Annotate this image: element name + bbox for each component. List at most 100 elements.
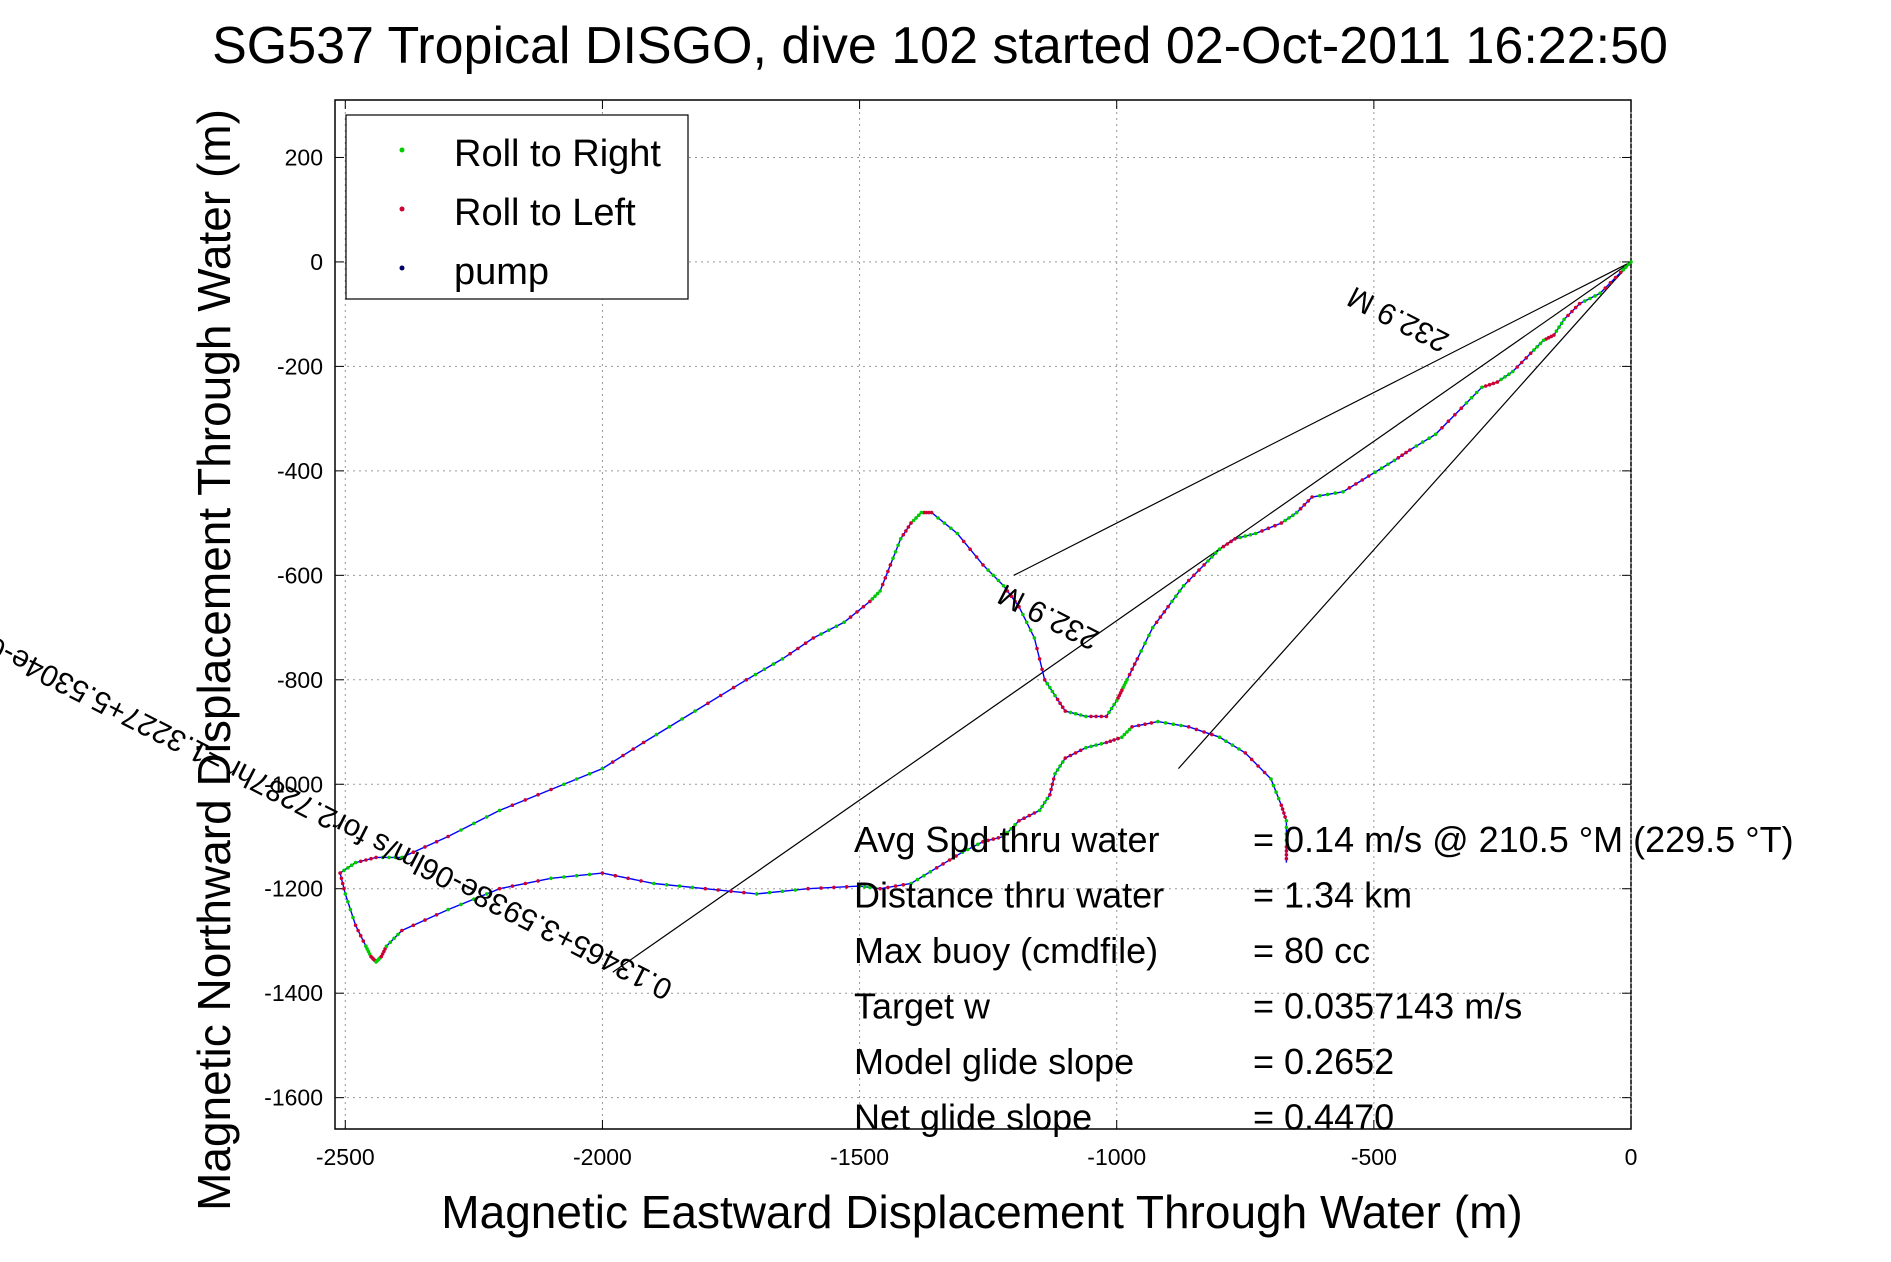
- legend-marker: [399, 206, 405, 212]
- track-marker: [1108, 739, 1113, 743]
- track-marker: [1464, 401, 1469, 405]
- track-marker: [896, 543, 900, 548]
- track-marker: [1269, 777, 1273, 781]
- track-marker: [587, 772, 592, 776]
- track-marker: [574, 777, 579, 781]
- track-marker: [1112, 738, 1116, 742]
- track-marker: [1073, 711, 1078, 716]
- track-marker: [1253, 531, 1258, 536]
- track-marker: [1050, 689, 1055, 694]
- track-marker: [346, 866, 350, 870]
- track-marker: [878, 589, 882, 593]
- legend: Roll to Right Roll to Left pump: [345, 114, 689, 300]
- track-marker: [888, 563, 893, 567]
- track-marker: [396, 932, 400, 937]
- track-marker: [1284, 856, 1289, 861]
- track-marker: [1291, 513, 1295, 518]
- track-marker: [388, 940, 393, 945]
- track-marker: [677, 884, 682, 888]
- track-marker: [1022, 816, 1026, 820]
- track-marker: [1621, 268, 1626, 272]
- track-marker: [1262, 770, 1267, 775]
- summary-value: = 0.2652: [1253, 1041, 1394, 1082]
- track-marker: [981, 563, 985, 567]
- track-marker: [1150, 625, 1155, 630]
- track-marker: [358, 933, 363, 938]
- track-marker: [1122, 732, 1127, 737]
- track-marker: [1213, 551, 1218, 555]
- track-marker: [1130, 667, 1134, 672]
- track-marker: [878, 886, 882, 891]
- track-marker: [631, 747, 636, 751]
- y-tick-label: -1400: [264, 980, 323, 1006]
- track-marker: [1009, 826, 1014, 831]
- track-marker: [819, 886, 823, 890]
- track-marker: [1045, 796, 1050, 801]
- track-marker: [1125, 730, 1129, 734]
- track-marker: [348, 907, 353, 912]
- track-marker: [549, 787, 553, 792]
- track-marker: [1135, 657, 1140, 661]
- track-marker: [523, 881, 528, 886]
- track-marker: [1510, 369, 1515, 374]
- track-marker: [1577, 301, 1582, 306]
- track-marker: [922, 873, 926, 878]
- track-marker: [446, 834, 450, 839]
- track-marker: [423, 845, 427, 849]
- track-marker: [1094, 743, 1098, 747]
- track-marker: [1224, 739, 1228, 743]
- track-marker: [434, 839, 439, 844]
- track-marker: [1373, 470, 1377, 475]
- track-marker: [1181, 584, 1186, 588]
- track-marker: [1063, 709, 1068, 713]
- track-marker: [510, 803, 515, 807]
- track-marker: [1009, 594, 1014, 598]
- track-marker: [901, 533, 906, 537]
- track-marker: [904, 529, 908, 533]
- track-marker: [1238, 535, 1242, 540]
- track-marker: [1524, 356, 1528, 360]
- track-marker: [1582, 299, 1587, 303]
- track-marker: [562, 875, 566, 879]
- track-marker: [600, 871, 605, 875]
- track-marker: [1037, 657, 1042, 661]
- track-marker: [922, 510, 926, 515]
- track-marker: [1024, 620, 1029, 625]
- track-marker: [1347, 486, 1352, 490]
- track-marker: [955, 531, 960, 536]
- track-marker: [1629, 260, 1633, 264]
- track-marker: [384, 944, 389, 948]
- track-marker: [484, 815, 489, 819]
- track-marker: [893, 884, 898, 888]
- track-marker: [1248, 533, 1253, 537]
- track-marker: [1192, 573, 1196, 578]
- track-marker: [991, 573, 996, 578]
- y-tick-label: -1600: [264, 1085, 323, 1111]
- y-tick-label: -600: [277, 562, 323, 588]
- track-marker: [1127, 727, 1132, 732]
- track-marker: [947, 858, 952, 862]
- track-marker: [1408, 448, 1412, 452]
- track-marker: [1073, 751, 1078, 755]
- track-marker: [1562, 317, 1566, 322]
- track-marker: [1284, 819, 1289, 823]
- track-marker: [1318, 493, 1322, 498]
- track-marker: [1053, 772, 1057, 776]
- track-marker: [753, 672, 758, 677]
- track-marker: [796, 646, 800, 651]
- track-marker: [1400, 453, 1404, 458]
- track-marker: [1566, 313, 1570, 318]
- track-marker: [986, 568, 990, 572]
- track-marker: [340, 881, 345, 886]
- track-marker: [891, 556, 895, 561]
- envelope-line: [1013, 261, 1632, 576]
- track-marker: [1503, 375, 1507, 379]
- track-marker: [664, 883, 669, 887]
- track-marker: [716, 888, 720, 892]
- track-marker: [936, 516, 940, 520]
- track-marker: [1055, 768, 1060, 772]
- track-marker: [911, 518, 916, 523]
- track-marker: [380, 855, 385, 860]
- track-marker: [909, 521, 913, 525]
- track-marker: [1084, 745, 1088, 750]
